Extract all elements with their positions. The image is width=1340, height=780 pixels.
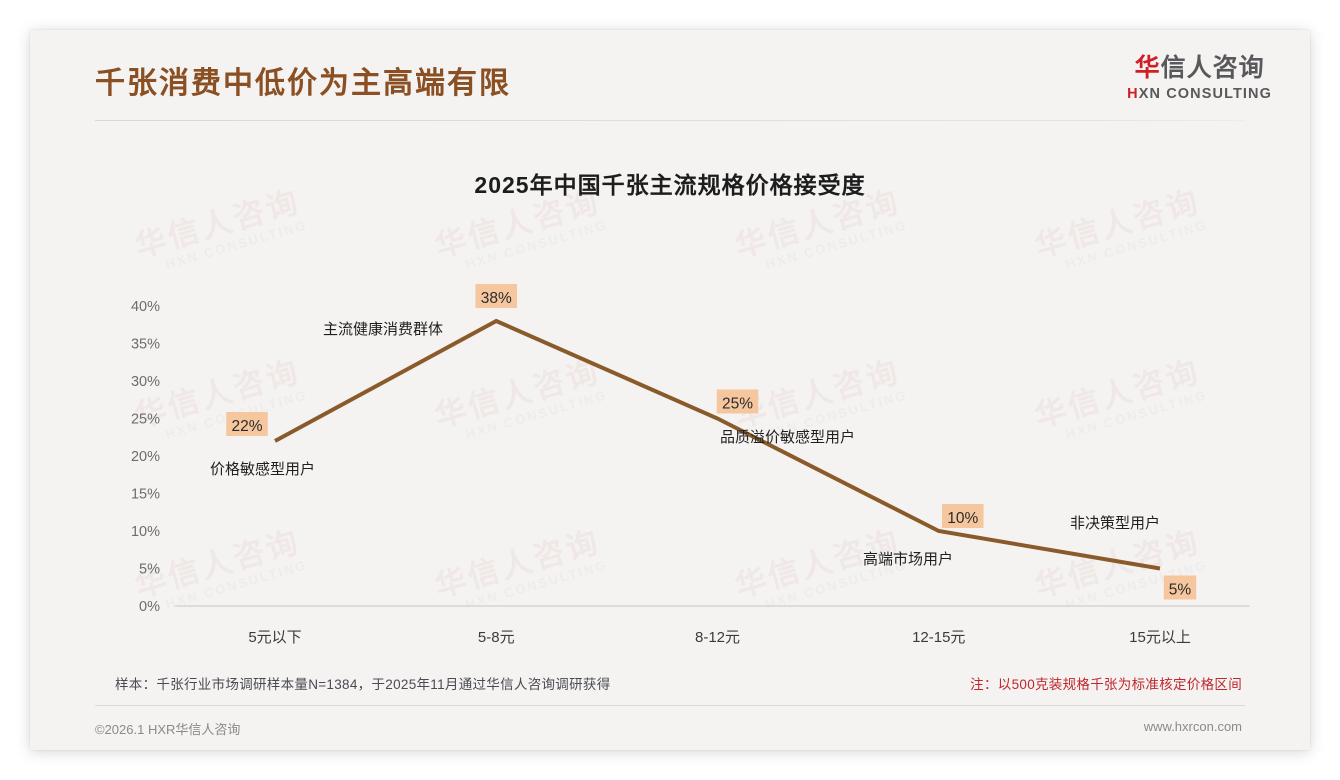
note-divider (95, 705, 1245, 706)
value-label: 25% (722, 396, 753, 413)
y-axis-tick-label: 40% (131, 299, 160, 315)
value-label: 22% (231, 418, 262, 435)
header: 千张消费中低价为主高端有限 华信人咨询 HXN CONSULTING (30, 30, 1310, 122)
y-axis-tick-label: 25% (131, 412, 160, 428)
x-axis-category-labels: 5元以下 5-8元 8-12元 12-15元 15元以上 (248, 629, 1191, 646)
value-label-background (226, 412, 268, 436)
y-axis-tick-label: 15% (131, 487, 160, 503)
value-label-background (716, 389, 759, 414)
x-axis-category-label: 8-12元 (695, 629, 740, 646)
y-axis-tick-label: 5% (139, 562, 160, 578)
x-axis-category-label: 12-15元 (912, 629, 965, 646)
y-axis-tick-label: 30% (131, 374, 160, 390)
annotation-label: 非决策型用户 (1070, 515, 1160, 532)
website-text: www.hxrcon.com (1143, 719, 1242, 734)
chart-area: 2025年中国千张主流规格价格接受度 0% 5% 10% 15% 20% 25% 30% 35… (30, 122, 1310, 652)
line-chart-plot: 0% 5% 10% 15% 20% 25% 30% 35% 40% 22% 38% 25% 10% 5%… (131, 284, 1250, 646)
annotation-label: 品质溢价敏感型用户 (720, 429, 855, 446)
x-axis-category-label: 5元以下 (248, 629, 301, 646)
value-label: 5% (1169, 582, 1192, 599)
slide-card: 华信人咨询 HXN CONSULTING 华信人咨询 HXN CONSULTIN… (30, 30, 1310, 750)
brand-logo-en: HXN CONSULTING (1127, 86, 1272, 102)
copyright-text: ©2026.1 HXR华信人咨询 (95, 722, 241, 737)
value-label-background (1163, 575, 1197, 600)
brand-logo-cn-rest: 信人咨询 (1160, 54, 1265, 82)
y-axis-tick-label: 0% (139, 599, 160, 615)
header-divider (95, 120, 1245, 121)
brand-logo-en-accent: H (1127, 85, 1139, 102)
brand-logo-cn: 华信人咨询 (1127, 54, 1272, 83)
value-label-background (475, 284, 518, 308)
y-axis-tick-label: 20% (131, 449, 160, 465)
value-label: 38% (481, 290, 512, 307)
annotation-label: 高端市场用户 (863, 551, 953, 568)
brand-logo-cn-accent: 华 (1134, 54, 1161, 82)
x-axis-category-label: 5-8元 (478, 629, 515, 646)
value-label: 10% (947, 510, 978, 527)
y-axis-tick-label: 35% (131, 337, 160, 353)
chart-title: 2025年中国千张主流规格价格接受度 (474, 172, 866, 198)
brand-logo: 华信人咨询 HXN CONSULTING (1127, 54, 1272, 102)
x-axis-category-label: 15元以上 (1129, 629, 1191, 646)
page-title: 千张消费中低价为主高端有限 (95, 67, 511, 100)
sample-note: 样本：千张行业市场调研样本量N=1384，于2025年11月通过华信人咨询调研获… (115, 677, 611, 692)
data-line-series (274, 318, 1161, 571)
red-note: 注：以500克装规格千张为标准核定价格区间 (970, 677, 1242, 692)
data-value-labels: 22% 38% 25% 10% 5% (226, 284, 1197, 600)
y-axis-tick-labels: 0% 5% 10% 15% 20% 25% 30% 35% 40% (131, 299, 160, 615)
brand-logo-en-rest: XN CONSULTING (1138, 85, 1272, 102)
note-row: 样本：千张行业市场调研样本量N=1384，于2025年11月通过华信人咨询调研获… (30, 669, 1310, 703)
bottom-bar: ©2026.1 HXR华信人咨询 www.hxrcon.com (30, 706, 1310, 750)
annotation-label: 主流健康消费群体 (323, 321, 443, 338)
series-line (274, 318, 1161, 571)
value-label-background (941, 504, 984, 528)
annotation-label: 价格敏感型用户 (210, 461, 315, 478)
y-axis-tick-label: 10% (131, 524, 160, 540)
